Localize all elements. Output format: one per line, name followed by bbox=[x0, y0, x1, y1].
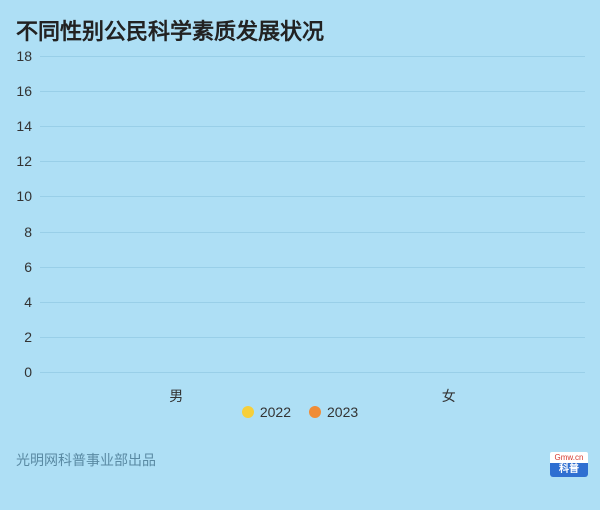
gridline bbox=[40, 302, 585, 303]
gridline bbox=[40, 91, 585, 92]
legend: 2022 2023 bbox=[0, 404, 600, 420]
logo-bottom-text: 科普 bbox=[550, 463, 588, 477]
gridline bbox=[40, 372, 585, 373]
y-tick-label: 4 bbox=[0, 294, 32, 310]
y-tick-label: 2 bbox=[0, 329, 32, 345]
gridline bbox=[40, 232, 585, 233]
gridline bbox=[40, 56, 585, 57]
legend-swatch bbox=[309, 406, 321, 418]
legend-swatch bbox=[242, 406, 254, 418]
footer-credit: 光明网科普事业部出品 bbox=[16, 450, 156, 470]
gridline bbox=[40, 161, 585, 162]
y-tick-label: 14 bbox=[0, 118, 32, 134]
chart-plot-area: 024681012141618男女 bbox=[40, 56, 585, 372]
x-tick-label: 男 bbox=[169, 386, 183, 406]
logo-top-text: Gmw.cn bbox=[550, 452, 588, 463]
legend-item: 2022 bbox=[242, 404, 291, 420]
gridline bbox=[40, 267, 585, 268]
gridline bbox=[40, 196, 585, 197]
legend-label: 2023 bbox=[327, 404, 358, 420]
x-tick-label: 女 bbox=[442, 386, 456, 406]
y-tick-label: 16 bbox=[0, 83, 32, 99]
source-logo: Gmw.cn 科普 bbox=[550, 452, 588, 477]
legend-item: 2023 bbox=[309, 404, 358, 420]
gridline bbox=[40, 337, 585, 338]
y-tick-label: 0 bbox=[0, 364, 32, 380]
y-tick-label: 12 bbox=[0, 153, 32, 169]
y-tick-label: 8 bbox=[0, 224, 32, 240]
y-tick-label: 18 bbox=[0, 48, 32, 64]
legend-label: 2022 bbox=[260, 404, 291, 420]
gridline bbox=[40, 126, 585, 127]
chart-title: 不同性别公民科学素质发展状况 bbox=[16, 14, 324, 46]
y-tick-label: 6 bbox=[0, 259, 32, 275]
y-tick-label: 10 bbox=[0, 188, 32, 204]
